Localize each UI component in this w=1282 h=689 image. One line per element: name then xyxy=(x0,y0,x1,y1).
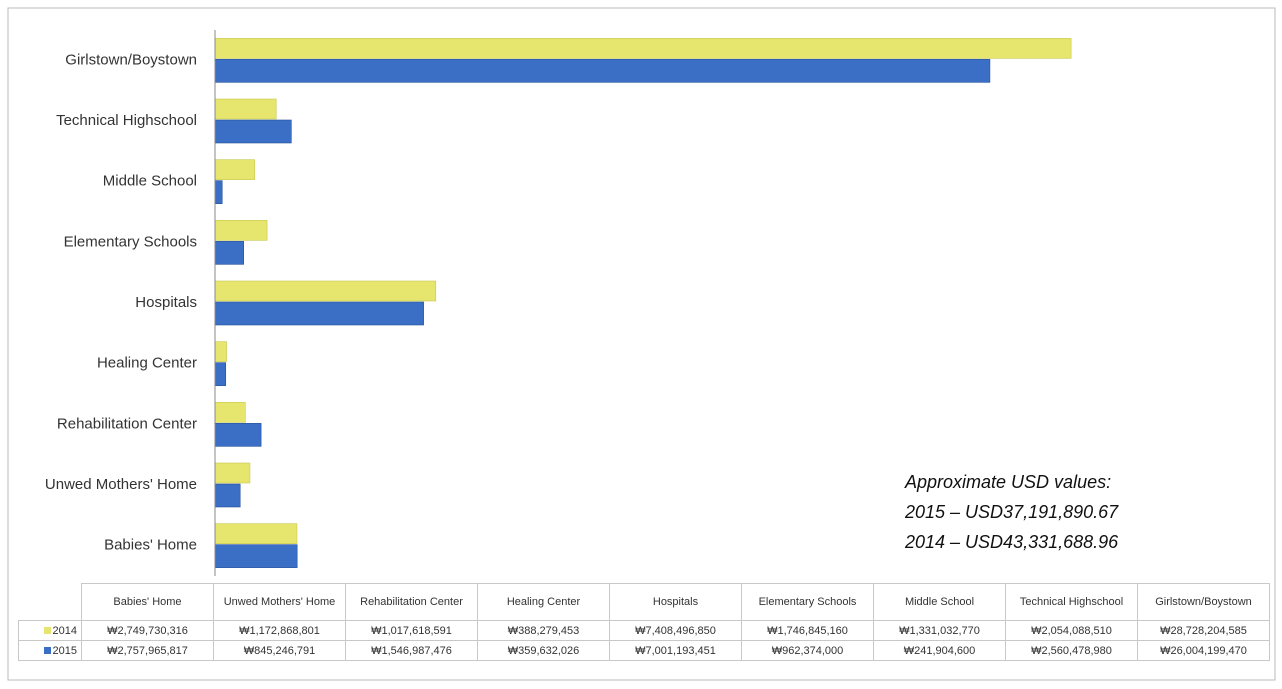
bar xyxy=(214,462,251,484)
table-value: ₩1,017,618,591 xyxy=(345,620,478,641)
bar xyxy=(214,180,223,204)
table-value: ₩359,632,026 xyxy=(477,640,610,661)
table-header: Elementary Schools xyxy=(741,583,874,621)
table-header-row: Babies' Home Unwed Mothers' Home Rehabilit… xyxy=(18,583,1270,621)
annotation: 2014 – USD43,331,688.96 xyxy=(904,532,1119,552)
bar xyxy=(214,544,298,568)
table-row: 2015 ₩2,757,965,817 ₩845,246,791 ₩1,546,987… xyxy=(18,640,1270,661)
table-value: ₩2,560,478,980 xyxy=(1005,640,1138,661)
legend-entry: 2014 xyxy=(18,620,82,641)
table-corner xyxy=(18,583,82,621)
table-header: Babies' Home xyxy=(81,583,214,621)
y-tick-label: Hospitals xyxy=(135,294,197,311)
annotation: 2015 – USD37,191,890.67 xyxy=(904,502,1119,522)
legend-entry: 2015 xyxy=(18,640,82,661)
table-header: Unwed Mothers' Home xyxy=(213,583,346,621)
table-header: Technical Highschool xyxy=(1005,583,1138,621)
table-value: ₩241,904,600 xyxy=(873,640,1006,661)
bar xyxy=(214,59,991,83)
table-value: ₩2,054,088,510 xyxy=(1005,620,1138,641)
table-value: ₩2,749,730,316 xyxy=(81,620,214,641)
table-value: ₩1,546,987,476 xyxy=(345,640,478,661)
table-value: ₩7,001,193,451 xyxy=(609,640,742,661)
table-header: Rehabilitation Center xyxy=(345,583,478,621)
bar xyxy=(214,523,298,544)
legend-key xyxy=(43,627,51,635)
bar xyxy=(214,38,1072,59)
bar xyxy=(214,159,255,180)
bar xyxy=(214,119,292,144)
legend-key xyxy=(43,647,51,655)
bar xyxy=(214,301,424,326)
bar xyxy=(214,98,277,120)
y-tick-label: Girlstown/Boystown xyxy=(65,51,197,68)
y-tick-label: Rehabilitation Center xyxy=(57,415,197,432)
bar xyxy=(214,362,227,386)
table-value: ₩845,246,791 xyxy=(213,640,346,661)
bar xyxy=(214,402,246,423)
table-header: Middle School xyxy=(873,583,1006,621)
table-value: ₩2,757,965,817 xyxy=(81,640,214,661)
bar xyxy=(214,483,241,508)
legend-label: 2015 xyxy=(52,644,77,657)
table-value: ₩1,172,868,801 xyxy=(213,620,346,641)
bar xyxy=(214,220,268,241)
table-value: ₩28,728,204,585 xyxy=(1137,620,1270,641)
table-value: ₩962,374,000 xyxy=(741,640,874,661)
table-header: Girlstown/Boystown xyxy=(1137,583,1270,621)
table-row: 2014 ₩2,749,730,316 ₩1,172,868,801 ₩1,017,6… xyxy=(18,620,1270,641)
table-header: Hospitals xyxy=(609,583,742,621)
annotation: Approximate USD values: xyxy=(904,472,1111,492)
table-value: ₩1,746,845,160 xyxy=(741,620,874,641)
y-tick-label: Babies' Home xyxy=(104,537,197,554)
y-tick-label: Elementary Schools xyxy=(64,233,197,250)
chart-border xyxy=(7,7,1276,681)
legend-label: 2014 xyxy=(52,624,77,637)
bar xyxy=(214,423,262,447)
data-table: Babies' Home Unwed Mothers' Home Rehabilit… xyxy=(18,583,1270,661)
table-value: ₩1,331,032,770 xyxy=(873,620,1006,641)
y-tick-label: Middle School xyxy=(103,173,197,190)
bar xyxy=(214,241,244,265)
bar xyxy=(214,280,437,302)
bar xyxy=(214,341,227,362)
y-tick-label: Technical Highschool xyxy=(56,112,197,129)
y-tick-label: Unwed Mothers' Home xyxy=(45,476,197,493)
y-tick-label: Healing Center xyxy=(97,355,197,372)
table-value: ₩26,004,199,470 xyxy=(1137,640,1270,661)
table-value: ₩388,279,453 xyxy=(477,620,610,641)
table-value: ₩7,408,496,850 xyxy=(609,620,742,641)
table-header: Healing Center xyxy=(477,583,610,621)
